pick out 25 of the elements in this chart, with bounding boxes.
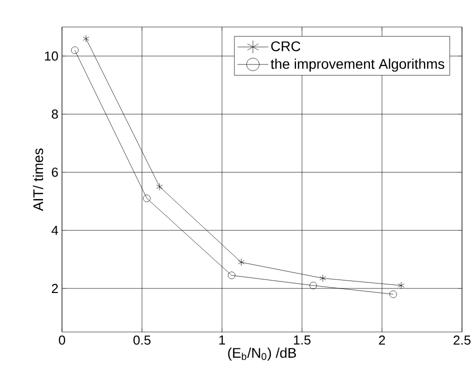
point <box>82 34 90 42</box>
y-tick-label: 4 <box>52 226 58 235</box>
point <box>238 258 244 266</box>
point <box>309 282 317 290</box>
x-tick-label: 2 <box>379 336 385 345</box>
y-tick-label: 10 <box>45 51 58 61</box>
x-tick-label: 2.5 <box>454 336 470 345</box>
point <box>389 290 397 298</box>
point <box>398 282 404 290</box>
point <box>320 274 326 282</box>
y-tick-label: 6 <box>52 168 58 177</box>
point <box>143 194 150 202</box>
legend-label: the improvement Algorithms <box>270 58 444 72</box>
point <box>228 272 236 280</box>
y-axis-title: AIT/ times <box>32 148 44 211</box>
y-tick-label: 8 <box>52 110 58 119</box>
x-tick-label: 0.5 <box>133 336 150 345</box>
y-tick-label: 2 <box>52 284 58 293</box>
x-tick-label: 1.5 <box>294 336 310 345</box>
x-tick-label: 1 <box>219 336 225 344</box>
x-axis-title: (E$_{b}$/N$_{0}$) /dB <box>228 348 296 361</box>
x-tick-label: 0 <box>58 336 66 345</box>
legend-label: CRC <box>271 41 300 52</box>
point <box>71 46 79 54</box>
point <box>156 183 163 190</box>
